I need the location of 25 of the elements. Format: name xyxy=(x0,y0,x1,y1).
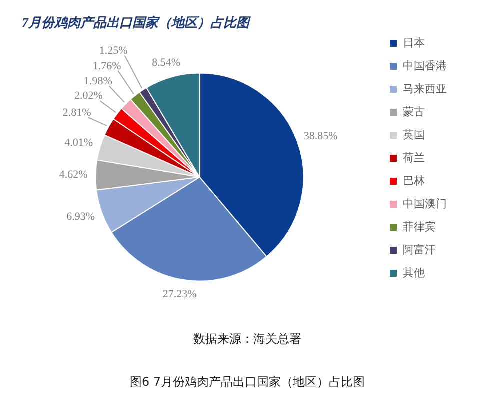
legend-label: 其他 xyxy=(403,266,425,280)
source-note: 数据来源：海关总署 xyxy=(194,332,302,346)
data-label: 1.25% xyxy=(99,44,128,57)
chart-title: 7月份鸡肉产品出口国家（地区）占比图 xyxy=(22,15,252,30)
data-label: 2.81% xyxy=(62,107,92,120)
legend-label: 马来西亚 xyxy=(403,82,447,96)
legend-label: 日本 xyxy=(403,36,425,50)
data-label: 6.93% xyxy=(66,211,96,224)
legend-label: 巴林 xyxy=(403,174,425,188)
legend-label: 中国香港 xyxy=(403,59,447,72)
data-label: 1.98% xyxy=(84,76,112,88)
data-label: 38.85% xyxy=(304,130,338,143)
legend-label: 荷兰 xyxy=(403,151,425,164)
data-label: 8.54% xyxy=(152,56,181,69)
legend-label: 阿富汗 xyxy=(403,243,436,256)
legend-label: 中国澳门 xyxy=(403,197,447,210)
data-label: 4.62% xyxy=(59,168,88,181)
data-label: 4.01% xyxy=(64,137,94,150)
data-label: 1.76% xyxy=(92,60,122,72)
legend-label: 英国 xyxy=(403,128,425,142)
caption: 图6 7月份鸡肉产品出口国家（地区）占比图 xyxy=(130,375,366,390)
legend-label: 菲律宾 xyxy=(403,220,436,234)
legend-label: 蒙古 xyxy=(403,105,425,118)
data-label: 2.02% xyxy=(74,90,103,102)
data-label: 27.23% xyxy=(162,288,197,300)
